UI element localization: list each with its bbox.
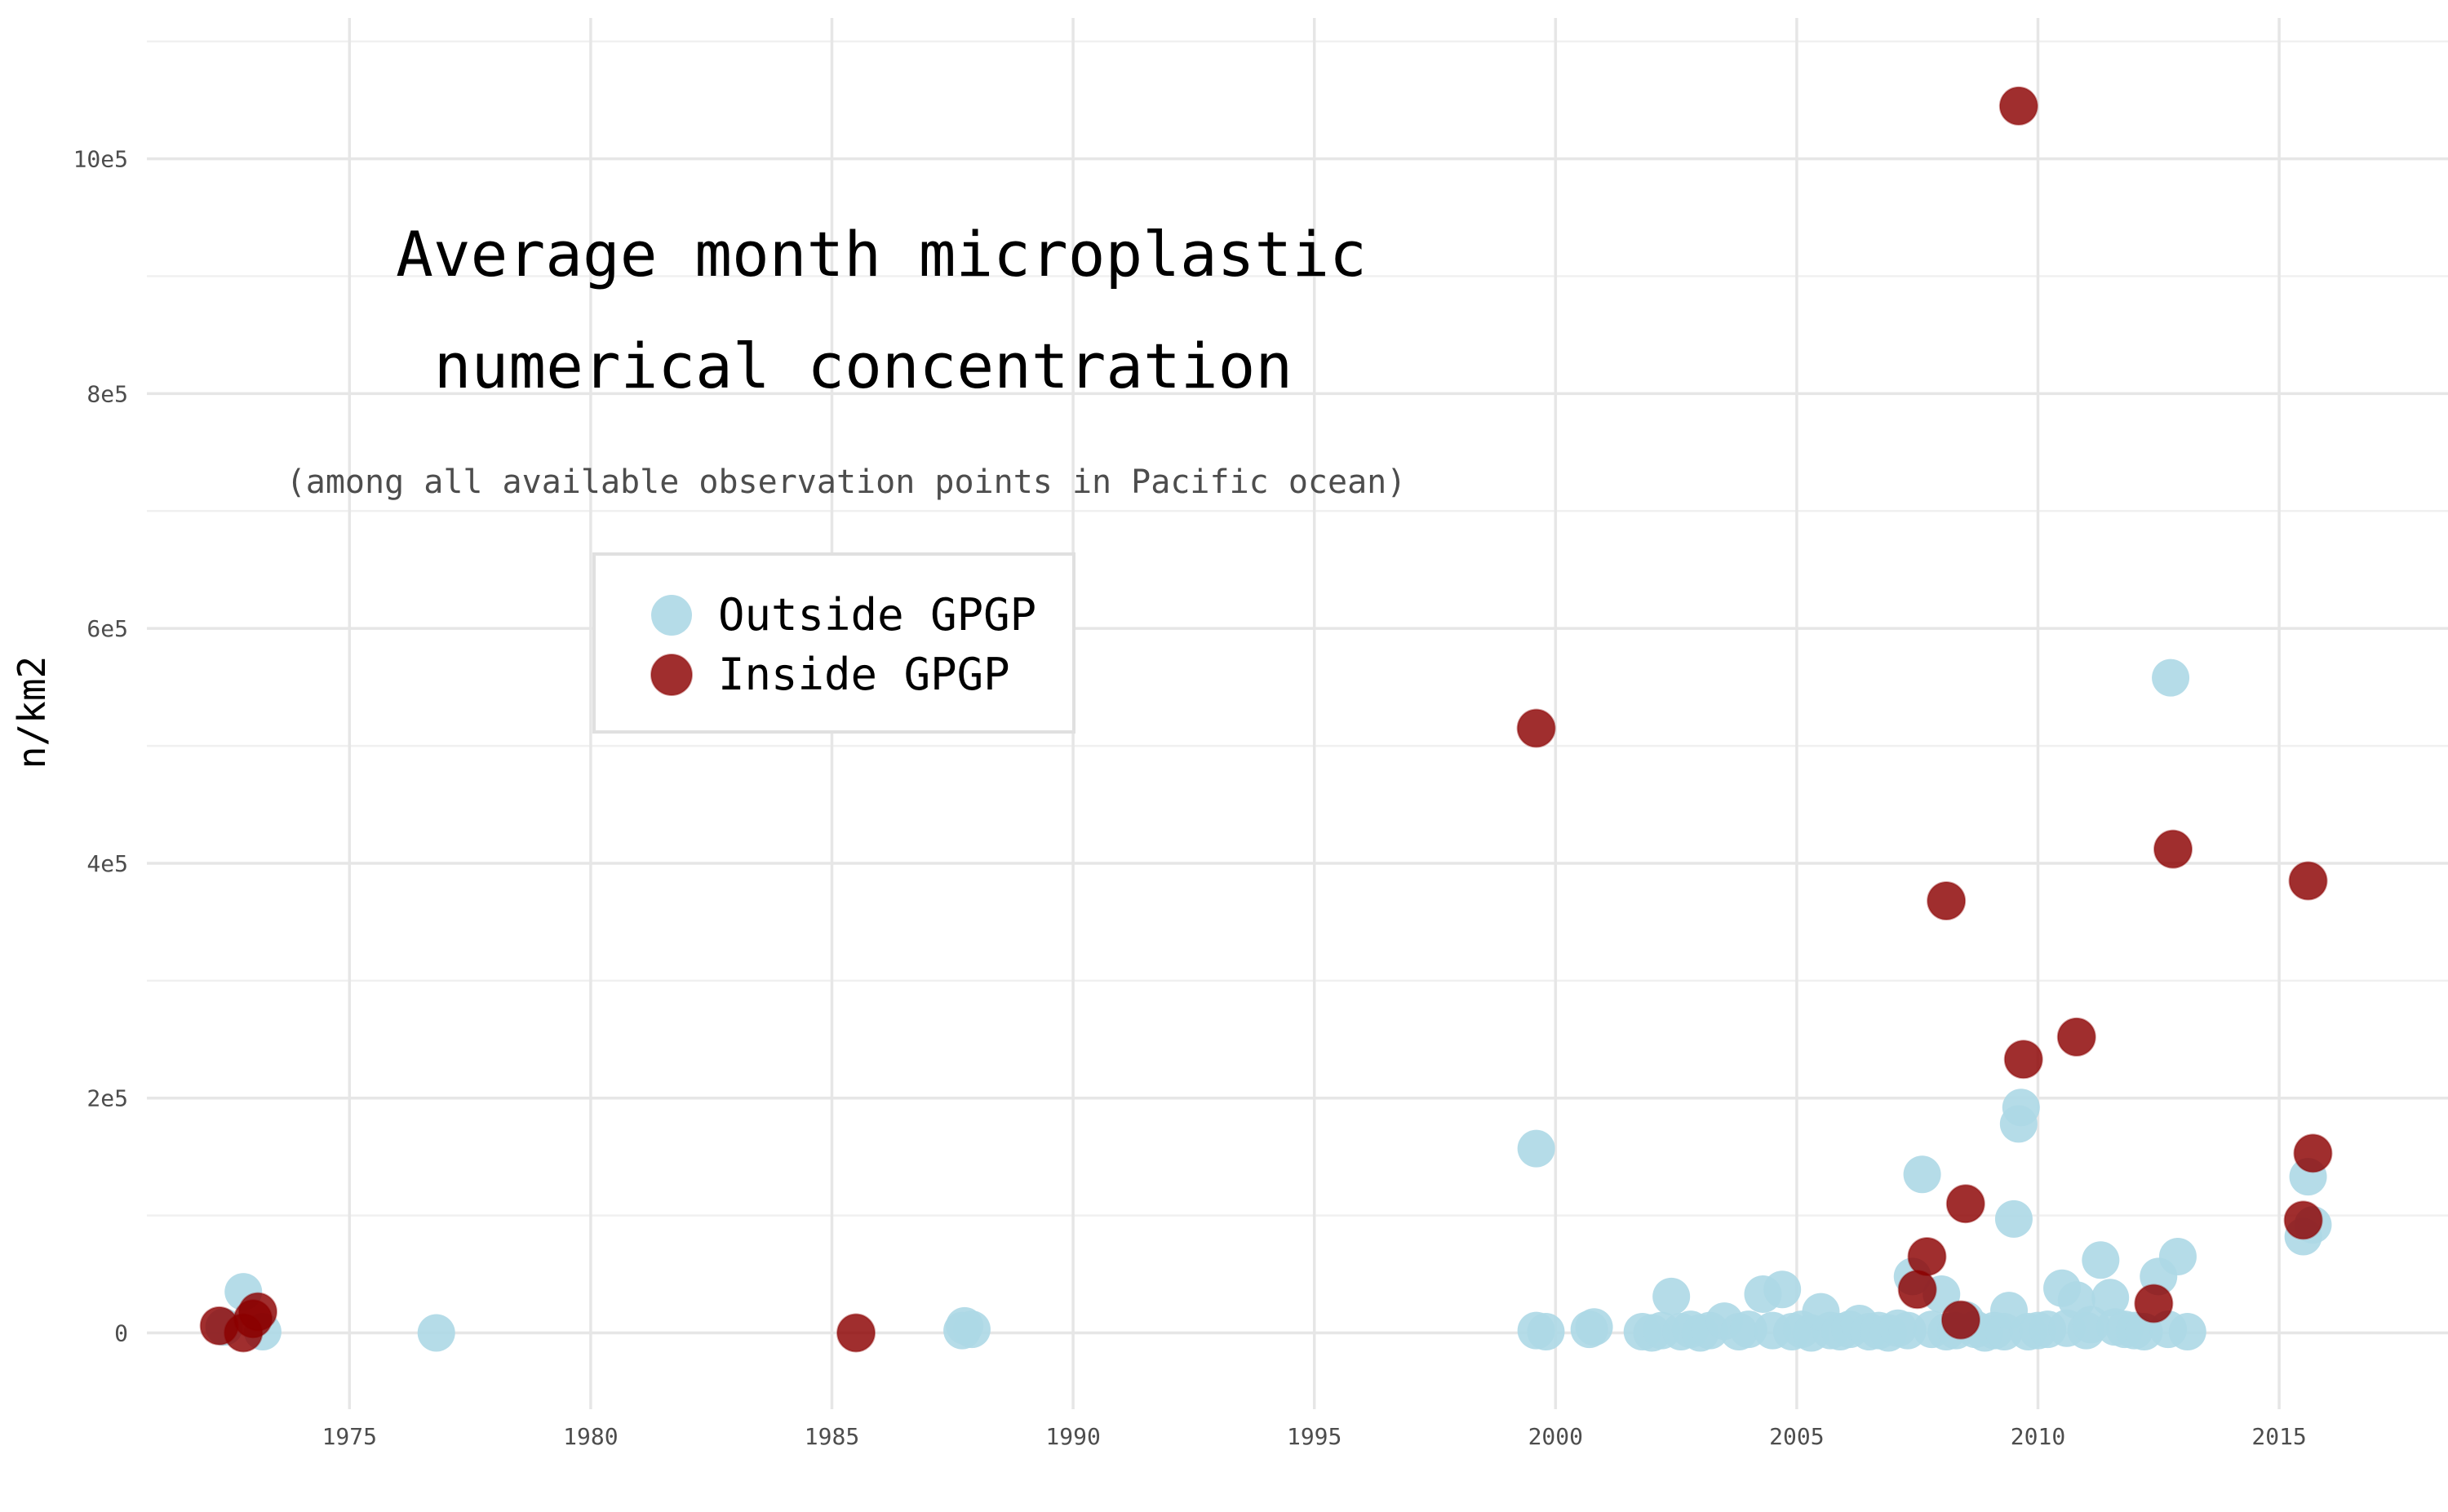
point-inside-gpgp [2293, 1133, 2333, 1173]
point-outside-gpgp [2158, 1237, 2197, 1275]
point-inside-gpgp [1897, 1270, 1937, 1310]
point-outside-gpgp [1763, 1270, 1802, 1309]
chart-subtitle: (among all available observation points … [286, 463, 1407, 501]
x-tick-label: 1990 [1045, 1423, 1100, 1450]
point-inside-gpgp [1945, 1184, 1985, 1224]
x-tick-label: 1975 [322, 1423, 377, 1450]
point-inside-gpgp [1940, 1300, 1980, 1340]
point-outside-gpgp [1527, 1313, 1565, 1351]
y-tick-label: 0 [114, 1319, 128, 1346]
point-inside-gpgp [2283, 1200, 2323, 1240]
point-outside-gpgp [946, 1306, 984, 1345]
y-tick-label: 6e5 [86, 615, 128, 642]
y-tick-label: 4e5 [86, 850, 128, 877]
y-tick-label: 10e5 [73, 146, 128, 173]
x-tick-label: 2010 [2011, 1423, 2065, 1450]
y-axis-ticks: 0 2e5 4e5 6e5 8e5 10e5 [73, 146, 128, 1347]
point-outside-gpgp [2082, 1241, 2120, 1279]
point-inside-gpgp [1516, 708, 1556, 748]
series-inside-gpgp [199, 86, 2333, 1353]
point-inside-gpgp [237, 1292, 277, 1332]
point-outside-gpgp [1903, 1155, 1941, 1194]
legend: Outside GPGP Inside GPGP [592, 552, 1075, 734]
point-inside-gpgp [2003, 1040, 2043, 1080]
point-inside-gpgp [2056, 1017, 2096, 1057]
legend-label-inside: Inside GPGP [718, 649, 1010, 700]
point-outside-gpgp [1994, 1199, 2033, 1238]
point-outside-gpgp [2152, 658, 2190, 697]
point-outside-gpgp [2002, 1089, 2040, 1127]
point-inside-gpgp [1927, 880, 1967, 920]
point-inside-gpgp [836, 1313, 876, 1353]
x-tick-label: 2000 [1528, 1423, 1583, 1450]
point-outside-gpgp [2091, 1279, 2130, 1317]
legend-key-outside [651, 595, 692, 636]
point-outside-gpgp [1575, 1308, 1613, 1346]
x-tick-label: 1985 [805, 1423, 859, 1450]
x-tick-label: 1995 [1287, 1423, 1342, 1450]
x-tick-label: 2005 [1769, 1423, 1824, 1450]
chart-title-line-1: Average month microplastic [396, 218, 1367, 290]
series-outside-gpgp [205, 658, 2332, 1352]
x-axis-ticks: 1975 1980 1985 1990 1995 2000 2005 2010 2015 [322, 1423, 2307, 1450]
chart-title-line-2: numerical concentration [434, 330, 1293, 402]
point-outside-gpgp [2168, 1313, 2206, 1351]
point-inside-gpgp [2153, 829, 2193, 869]
x-tick-label: 2015 [2251, 1423, 2306, 1450]
legend-label-outside: Outside GPGP [718, 589, 1036, 641]
legend-box [592, 552, 1075, 734]
point-inside-gpgp [2288, 861, 2328, 901]
y-tick-label: 2e5 [86, 1085, 128, 1112]
x-tick-label: 1980 [563, 1423, 618, 1450]
point-inside-gpgp [1998, 86, 2038, 126]
legend-key-inside [650, 654, 693, 696]
point-outside-gpgp [417, 1314, 455, 1352]
point-outside-gpgp [1517, 1129, 1555, 1168]
point-inside-gpgp [2134, 1284, 2174, 1324]
point-inside-gpgp [1907, 1236, 1947, 1276]
point-outside-gpgp [1652, 1277, 1691, 1315]
y-axis-label: n/km2 [10, 656, 54, 769]
y-tick-label: 8e5 [86, 380, 128, 407]
grid [147, 18, 2448, 1409]
